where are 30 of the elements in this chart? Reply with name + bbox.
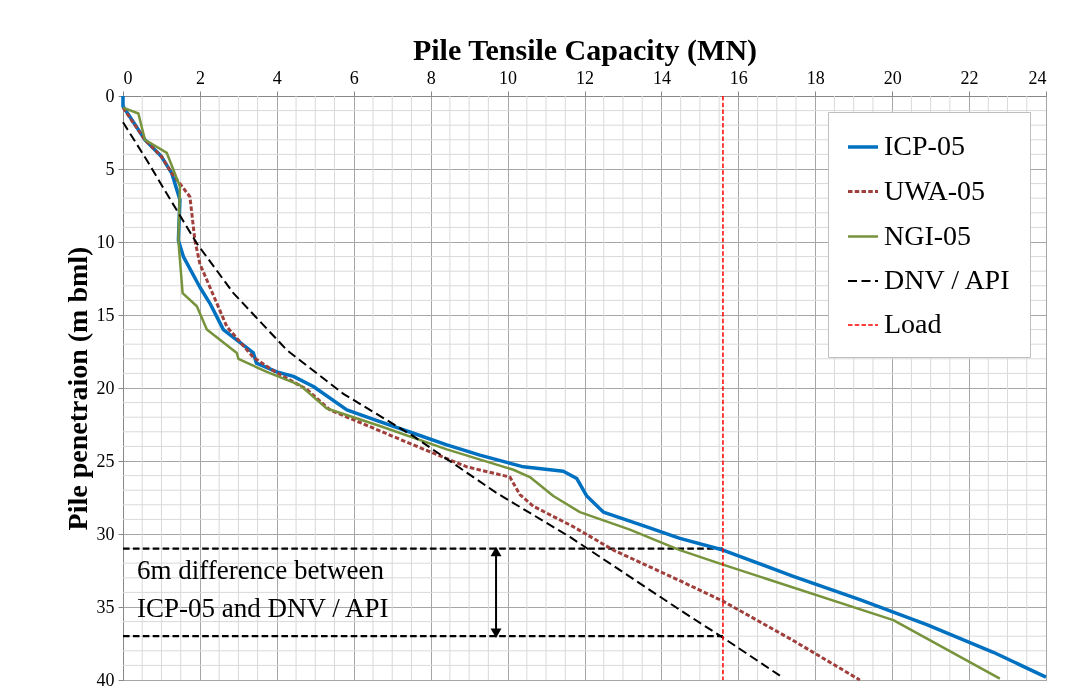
legend-label: NGI-05 <box>884 219 972 251</box>
x-tick-label: 24 <box>1028 67 1047 88</box>
y-tick-label: 30 <box>96 523 115 544</box>
y-tick-label: 20 <box>96 377 115 398</box>
x-axis-title: Pile Tensile Capacity (MN) <box>412 32 758 67</box>
y-tick-label: 0 <box>105 85 115 106</box>
y-tick-label: 5 <box>105 158 115 179</box>
y-axis-title: Pile penetraion (m bml) <box>61 246 93 531</box>
y-tick-label: 15 <box>96 304 115 325</box>
y-tick-label: 10 <box>96 231 115 252</box>
y-tick-label: 40 <box>96 669 115 690</box>
x-tick-label: 20 <box>883 67 902 88</box>
y-tick-label: 25 <box>96 450 115 471</box>
x-tick-label: 8 <box>426 67 436 88</box>
x-tick-label: 10 <box>499 67 518 88</box>
x-tick-label: 12 <box>576 67 594 88</box>
legend-label: DNV / API <box>884 264 1010 295</box>
x-tick-label: 6 <box>349 67 359 88</box>
x-tick-label: 16 <box>729 67 748 88</box>
annotation: 6m difference between ICP-05 and DNV / API <box>137 555 389 623</box>
x-tick-label: 2 <box>195 67 205 88</box>
x-tick-label: 0 <box>123 67 133 88</box>
x-tick-label: 4 <box>272 67 282 88</box>
x-tick-label: 22 <box>960 67 979 88</box>
legend-label: ICP-05 <box>884 130 965 161</box>
y-tick-label: 35 <box>96 596 115 617</box>
x-tick-label: 14 <box>652 67 671 88</box>
x-tick-label: 18 <box>806 67 825 88</box>
legend-label: Load <box>884 308 942 339</box>
legend-label: UWA-05 <box>884 174 986 206</box>
